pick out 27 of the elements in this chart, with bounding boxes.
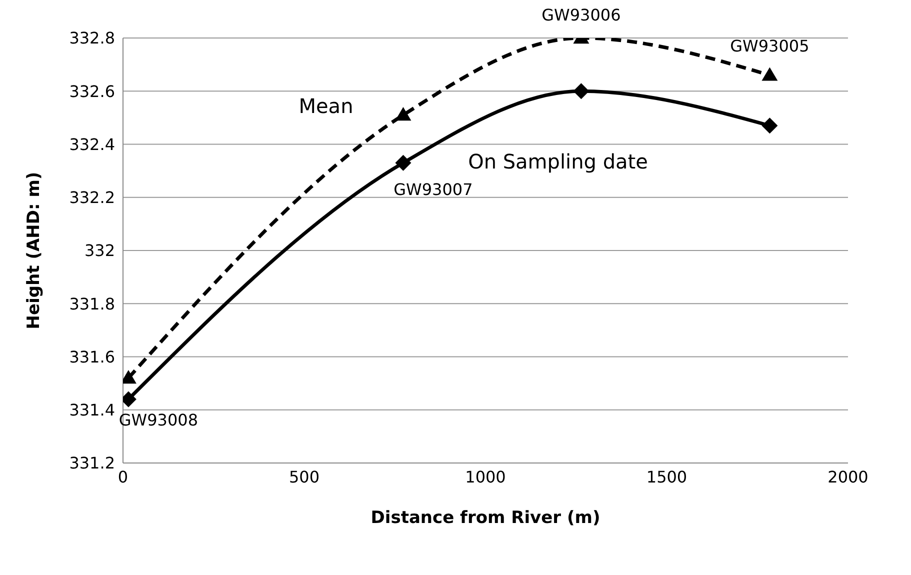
y-tick-label: 332.6: [69, 82, 115, 101]
point: [762, 118, 778, 134]
annotation: GW93007: [394, 180, 473, 200]
x-tick-label: 1500: [646, 467, 688, 486]
annotation: GW93008: [118, 410, 198, 430]
point: [395, 154, 412, 171]
y-tick-label: 331.2: [69, 454, 115, 473]
x-tick-label: 2000: [828, 467, 868, 486]
point: [762, 67, 778, 81]
point: [573, 83, 590, 100]
point: [395, 107, 412, 121]
x-axis-title: Distance from River (m): [370, 508, 600, 528]
y-tick-label: 332.2: [69, 188, 115, 208]
y-tick-label: 331.6: [69, 347, 115, 366]
y-tick-label: 332: [84, 241, 115, 260]
x-tick-label: 0: [118, 467, 128, 486]
y-tick-label: 331.8: [69, 294, 115, 314]
annotation: GW93005: [730, 36, 810, 56]
y-tick-label: 331.4: [69, 400, 115, 420]
series-label: On Sampling date: [468, 149, 648, 174]
annotation: GW93006: [542, 5, 621, 24]
y-tick-label: 332.8: [69, 28, 115, 48]
x-tick-label: 1000: [465, 467, 506, 486]
y-axis-title: Height (AHD: m): [24, 172, 44, 330]
x-tick-label: 500: [288, 467, 320, 486]
series-label: Mean: [298, 94, 354, 118]
y-tick-label: 332.4: [69, 134, 115, 154]
